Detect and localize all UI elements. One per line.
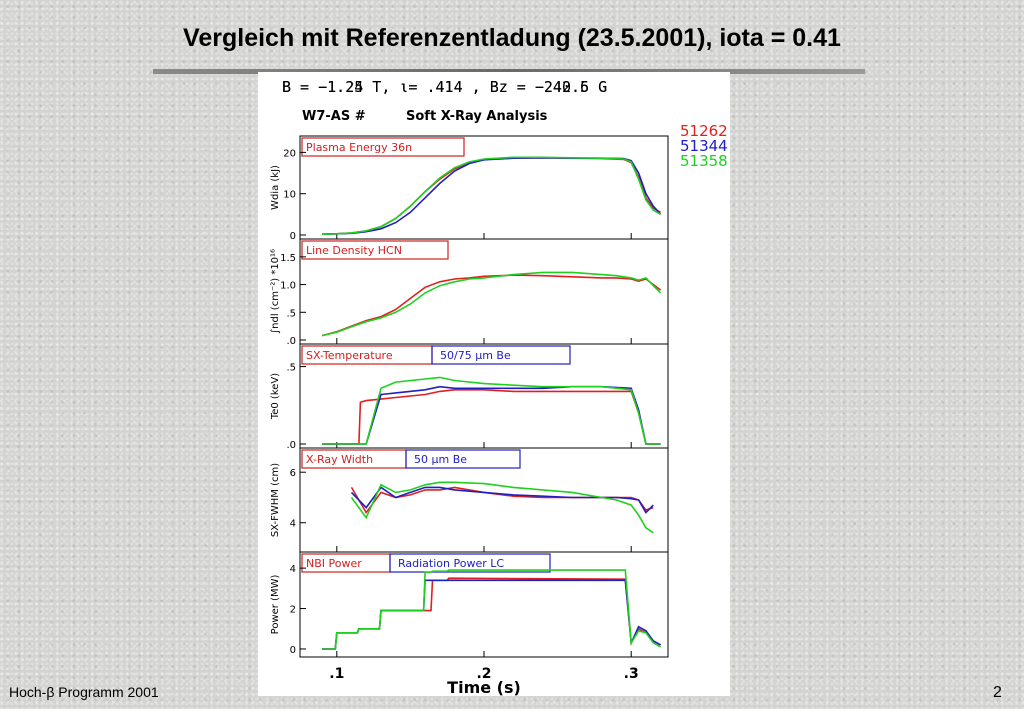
slide-title: Vergleich mit Referenzentladung (23.5.20…	[183, 24, 841, 52]
x-tick-label: .2	[476, 666, 491, 682]
legend-shot-51358: 51358	[680, 152, 728, 170]
series-line-51344	[350, 486, 654, 514]
y-axis-label: Power (MW)	[270, 575, 281, 635]
y-tick-label: .5	[286, 308, 296, 319]
legend-shot-51262: 51262	[680, 122, 728, 140]
y-axis-label: Te0 (keV)	[270, 373, 281, 420]
series-line-51344	[322, 579, 661, 650]
title-box-2-label: Radiation Power LC	[398, 557, 504, 570]
title-divider	[153, 69, 865, 74]
y-tick-label: .0	[286, 440, 296, 451]
y-axis-label: SX-FWHM (cm)	[270, 463, 281, 537]
footer-program-label: Hoch-β Programm 2001	[9, 684, 159, 700]
y-tick-label: 2	[290, 605, 296, 616]
soft-xray-figure: B = −1.24 T, ι= .414 , Bz = −240.5 G B =…	[258, 72, 730, 696]
params-line-overprint: B = −1.24 T, ι= .414 , Bz = −240.5 G	[282, 78, 607, 96]
series-line-51358	[350, 481, 654, 534]
x-tick-label: .3	[624, 666, 639, 682]
y-tick-label: 1.0	[280, 281, 296, 292]
series-line-51344	[322, 385, 661, 445]
y-tick-label: 0	[290, 645, 296, 656]
series-line-51358	[322, 569, 661, 650]
x-tick-label: .1	[329, 666, 344, 682]
title-box-label: Line Density HCN	[306, 244, 402, 257]
params-line: B = −1.25 T, ι= .414 , Bz = −242.6 G	[282, 78, 607, 96]
page-number: 2	[993, 684, 1002, 701]
y-tick-label: 4	[290, 519, 296, 530]
y-tick-label: .5	[286, 363, 296, 374]
series-line-51344	[322, 156, 662, 235]
y-tick-label: 10	[283, 190, 296, 201]
y-tick-label: 6	[290, 468, 296, 479]
panel-1: Plasma Energy 36n 20 10 0 Wdia (kJ)	[270, 135, 669, 242]
panel-4: X-Ray Width 50 μm Be 4 6 SX-FWHM (cm)	[270, 447, 669, 553]
y-tick-label: 20	[283, 148, 296, 159]
y-tick-label: 0	[290, 231, 296, 242]
title-box-label: Plasma Energy 36n	[306, 141, 412, 154]
title-box-label: SX-Temperature	[306, 349, 393, 362]
y-axis-label: ∫ndl (cm⁻²) *10¹⁶	[270, 249, 281, 334]
title-box-2	[405, 449, 521, 469]
title-box-label: X-Ray Width	[306, 453, 373, 466]
title-box-2	[389, 553, 551, 573]
panel-2: Line Density HCN .0 .5 1.0 1.5∫ndl (cm⁻²) *1…	[270, 238, 669, 347]
series-line-51262	[321, 274, 662, 337]
series-line-51358	[322, 156, 661, 235]
title-box-2-label: 50/75 μm Be	[440, 349, 511, 362]
title-box-2	[431, 345, 571, 365]
series-line-51358	[322, 376, 661, 445]
title-box	[301, 137, 465, 157]
y-tick-label: 4	[290, 564, 296, 575]
panel-3: SX-Temperature 50/75 μm Be .0 .5 Te0 (keV)	[270, 343, 669, 451]
series-line-51262	[322, 156, 661, 235]
series-line-51262	[322, 577, 661, 650]
legend-shot-51344: 51344	[680, 137, 728, 155]
panel-5: NBI Power Radiation Power LC 0 2 4 Power (MW)	[270, 551, 669, 658]
title-box-label: NBI Power	[306, 557, 362, 570]
title-box	[301, 240, 449, 260]
subtitle-right: Soft X-Ray Analysis	[406, 109, 548, 124]
series-line-51262	[350, 486, 654, 515]
y-tick-label: 1.5	[280, 253, 296, 264]
x-axis: .1 .2 .3 Time (s)	[329, 666, 638, 696]
x-axis-label: Time (s)	[447, 678, 521, 696]
y-tick-label: .0	[286, 336, 296, 347]
series-line-51358	[321, 271, 662, 337]
subtitle-left: W7-AS #	[302, 109, 366, 124]
y-axis-label: Wdia (kJ)	[270, 165, 281, 210]
plot-canvas: B = −1.24 T, ι= .414 , Bz = −240.5 G B =…	[270, 78, 728, 696]
title-box-2-label: 50 μm Be	[414, 453, 467, 466]
